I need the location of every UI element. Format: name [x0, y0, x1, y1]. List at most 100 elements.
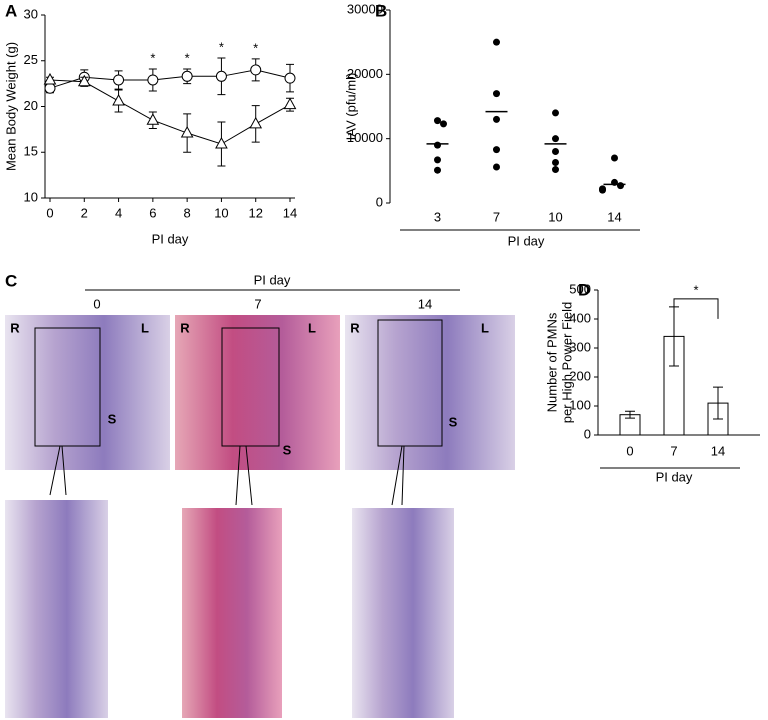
data-point [552, 166, 559, 174]
marker [215, 70, 227, 82]
y-tick-label: 500 [569, 281, 591, 296]
region-label: S [108, 411, 117, 426]
image-zoom [182, 508, 282, 718]
region-label: L [141, 320, 149, 335]
region-label: S [283, 442, 292, 457]
error-bar [713, 386, 723, 420]
x-tick-label: 14 [607, 209, 621, 224]
x-tick-label: 2 [81, 205, 88, 220]
y-tick-label: 100 [569, 397, 591, 412]
marker [180, 125, 194, 138]
zoom-box [377, 319, 443, 447]
y-tick-label: 30 [24, 6, 38, 21]
marker [181, 70, 193, 82]
x-tick-label: 6 [149, 205, 156, 220]
x-axis-label: PI day [152, 231, 189, 246]
data-point [611, 154, 618, 162]
x-tick-label: 8 [184, 205, 191, 220]
series-line [49, 69, 291, 89]
panel-label: A [5, 1, 17, 20]
day-label: 0 [93, 296, 100, 311]
histology-images [5, 289, 515, 718]
marker [215, 136, 228, 149]
panel-label: D [578, 280, 590, 299]
data-point [552, 158, 559, 166]
marker [284, 72, 296, 84]
x-tick-label: 4 [115, 205, 122, 220]
x-tick-label: 7 [670, 443, 677, 458]
x-tick-label: 12 [248, 205, 262, 220]
y-tick-label: 200 [569, 368, 591, 383]
x-tick-label: 14 [711, 443, 725, 458]
data-point [617, 182, 624, 190]
y-tick-label: 0 [584, 426, 591, 441]
y-tick-label: 10 [24, 189, 38, 204]
panel-title: PI day [254, 272, 291, 287]
y-tick-label: 10000 [347, 130, 383, 145]
x-axis-label: PI day [656, 469, 693, 484]
region-label: R [180, 320, 190, 335]
y-tick-label: 400 [569, 310, 591, 325]
data-point [493, 38, 500, 46]
data-point [434, 156, 441, 164]
marker [43, 72, 57, 85]
panel-label: B [375, 1, 387, 20]
data-point [552, 109, 559, 117]
x-tick-label: 10 [548, 209, 562, 224]
marker [147, 74, 159, 86]
y-tick-label: 20000 [347, 66, 383, 81]
data-point [599, 186, 606, 194]
x-tick-label: 0 [626, 443, 633, 458]
marker [250, 64, 262, 76]
significance-bracket [673, 298, 719, 319]
region-label: L [308, 320, 316, 335]
x-tick-label: 7 [493, 209, 500, 224]
data-point [552, 148, 559, 156]
significance-label: * [693, 282, 698, 297]
y-tick-label: 15 [24, 144, 38, 159]
x-tick-label: 0 [46, 205, 53, 220]
annotation: * [150, 50, 155, 65]
x-tick-label: 10 [214, 205, 228, 220]
data-point [434, 141, 441, 149]
zoom-box [221, 327, 280, 447]
data-point [434, 166, 441, 174]
day-label: 14 [418, 296, 432, 311]
x-tick-label: 3 [434, 209, 441, 224]
image-zoom [352, 508, 454, 718]
image [5, 315, 170, 470]
data-point [440, 120, 447, 128]
y-axis-label: Mean Body Weight (g) [3, 42, 18, 171]
data-point [493, 115, 500, 123]
day-label: 7 [254, 296, 261, 311]
zoom-lines [49, 445, 405, 506]
y-tick-label: 20 [24, 98, 38, 113]
error-bar [625, 410, 635, 419]
marker [112, 93, 125, 106]
region-label: L [481, 320, 489, 335]
marker [44, 82, 56, 94]
marker [146, 113, 160, 125]
x-axis-label: PI day [508, 233, 545, 248]
x-tick-label: 14 [283, 205, 297, 220]
data-point [434, 117, 441, 125]
y-tick-label: 300 [569, 339, 591, 354]
y-axis-label: Number of PMNs [544, 312, 559, 412]
annotation: * [219, 39, 224, 54]
y-axis-label: IAV (pfu/ml) [343, 73, 358, 141]
zoom-box [34, 327, 101, 447]
y-tick-label: 0 [376, 194, 383, 209]
annotation: * [253, 40, 258, 55]
image-zoom [5, 500, 108, 718]
panel-label: C [5, 271, 17, 290]
region-label: S [449, 414, 458, 429]
marker [77, 74, 91, 87]
region-label: R [10, 320, 20, 335]
y-tick-label: 30000 [347, 1, 383, 16]
series-line [49, 79, 291, 145]
y-axis-label: per High Power Field [559, 302, 574, 423]
data-point [552, 135, 559, 143]
image [345, 315, 515, 470]
